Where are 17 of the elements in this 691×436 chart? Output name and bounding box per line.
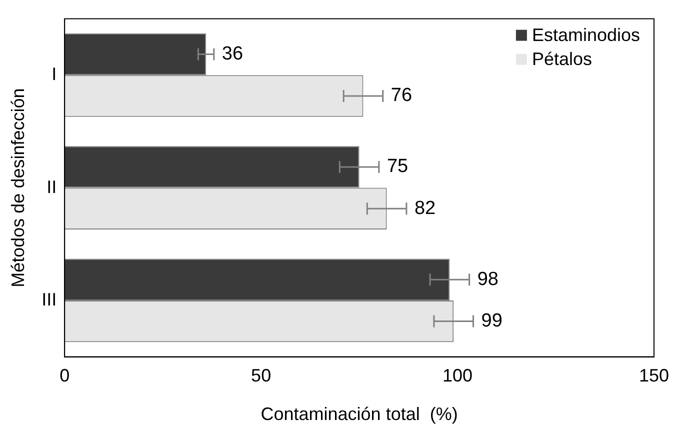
data-label: 98: [477, 268, 498, 290]
data-label: 76: [390, 85, 412, 106]
y-tick-label: I: [52, 64, 57, 84]
data-label: 82: [414, 198, 436, 219]
x-axis-title: Contaminación total (%): [260, 404, 458, 424]
x-tick-label: 0: [60, 366, 70, 386]
y-tick-label: III: [42, 289, 57, 310]
legend-label: Estaminodios: [532, 24, 640, 45]
data-label: 36: [222, 44, 244, 65]
data-label: 75: [386, 156, 408, 178]
data-label: 99: [481, 310, 502, 332]
y-axis-title: Métodos de desinfección: [8, 88, 28, 288]
x-tick-label: 100: [442, 366, 473, 386]
legend-label: Pétalos: [532, 48, 592, 69]
x-tick-label: 150: [638, 366, 670, 386]
y-tick-label: II: [46, 176, 57, 197]
x-tick-label: 50: [251, 366, 272, 386]
